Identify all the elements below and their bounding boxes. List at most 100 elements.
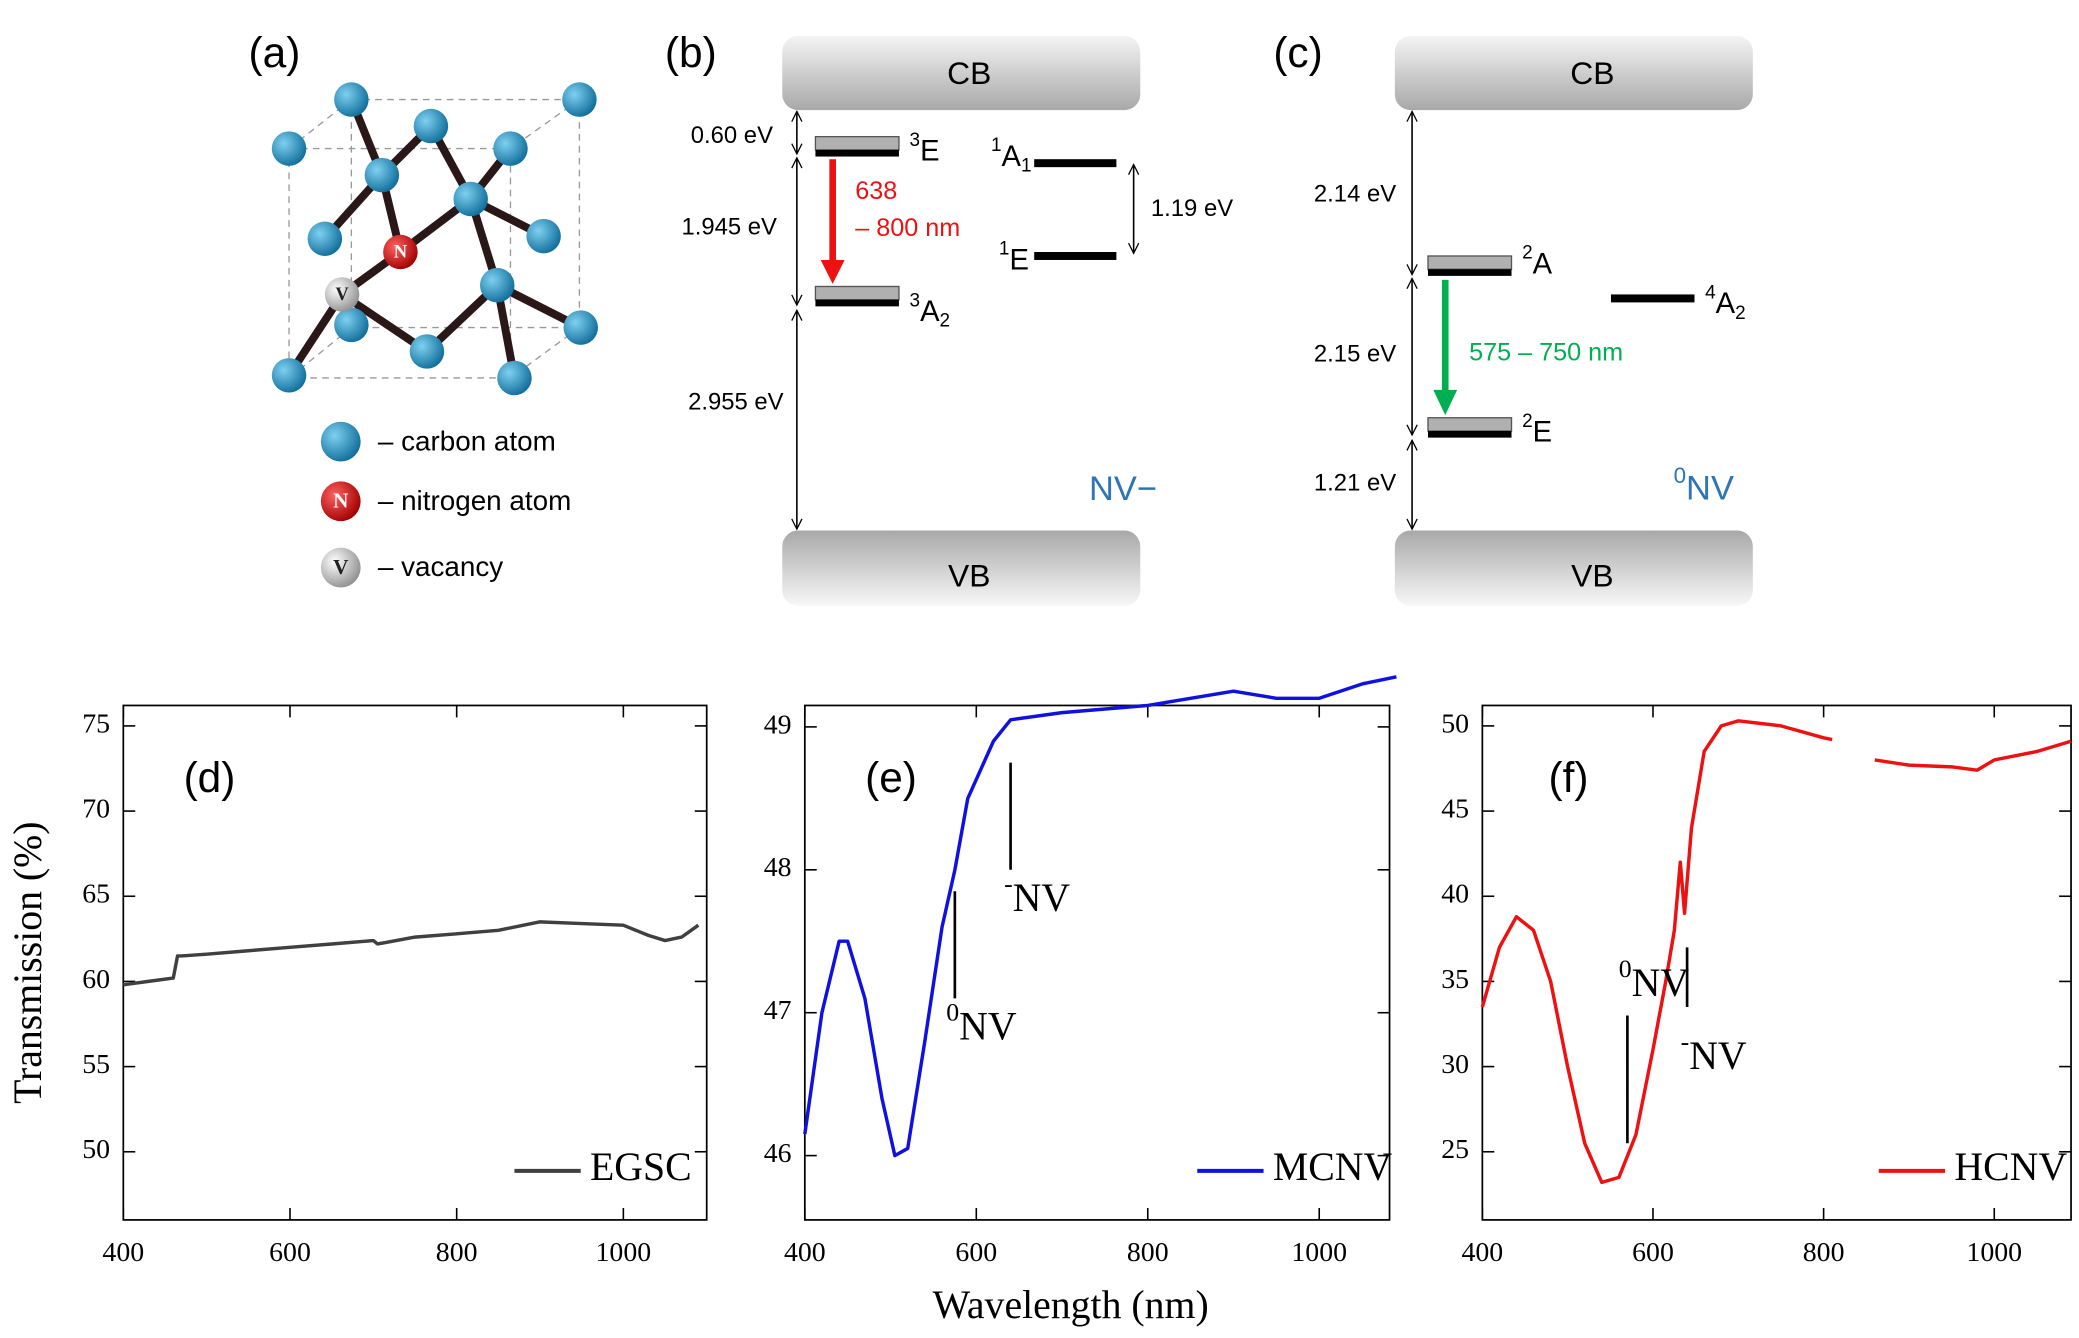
gap-label: 2.14 eV (1314, 180, 1396, 207)
conduction-band (1394, 35, 1753, 111)
level-label: 1E (999, 239, 1029, 276)
x-tick-label: 600 (955, 1237, 997, 1268)
plot-frame (1481, 704, 2072, 1221)
label-part: E (1009, 244, 1028, 276)
valence-band (782, 530, 1141, 607)
x-tick-label: 600 (1632, 1237, 1674, 1268)
plot-frame (122, 704, 708, 1221)
x-tick-label: 600 (269, 1237, 311, 1268)
label-part: 1 (999, 239, 1010, 260)
legend-text: – nitrogen atom (378, 485, 571, 516)
y-tick-label: 40 (1441, 879, 1469, 910)
levels (1427, 255, 1695, 438)
y-axis-title: Transmission (%) (6, 821, 50, 1103)
plot-frame (803, 704, 1391, 1221)
x-tick-label: 800 (436, 1237, 478, 1268)
x-tick-label: 1000 (596, 1237, 652, 1268)
label-part: NV (959, 1005, 1017, 1049)
x-axis-title: Wavelength (nm) (933, 1283, 1209, 1327)
x-tick-label: 800 (1127, 1237, 1169, 1268)
y-tick-label: 55 (82, 1049, 110, 1080)
label-part: 2 (1522, 411, 1533, 432)
carbon-atoms (271, 82, 598, 396)
conduction-band (782, 35, 1141, 111)
level-label: 1A1 (991, 135, 1032, 176)
transition-label: 575 – 750 nm (1469, 339, 1623, 367)
y-tick-label: 46 (764, 1138, 792, 1169)
diagrams: (a) N V N V – carbon atom – nitrogen ato… (249, 29, 1753, 607)
level-label: 3A2 (910, 290, 951, 331)
y-tick-label: 75 (82, 708, 110, 739)
panel-label: (b) (665, 29, 717, 76)
band-label: CB (1570, 55, 1614, 91)
legend-text: MCNV (1273, 1145, 1393, 1189)
level-label: 3E (910, 130, 940, 167)
gap-label: 1.19 eV (1151, 195, 1233, 222)
y-tick-label: 30 (1441, 1049, 1469, 1080)
x-tick-label: 800 (1803, 1237, 1845, 1268)
label-part: 4 (1705, 282, 1716, 303)
label-part: 2 (1522, 243, 1533, 264)
arrow-head (1433, 389, 1458, 416)
label-part: NV (1013, 876, 1071, 920)
label-part: 2 (940, 311, 951, 332)
y-tick-label: 35 (1441, 964, 1469, 995)
label-part: 0 (946, 997, 959, 1026)
label-part: NV (1632, 961, 1690, 1005)
annotation-label: 0NV (946, 997, 1017, 1048)
label-part: 0 (1674, 463, 1686, 488)
legend-text: EGSC (590, 1145, 692, 1189)
gap-label: 1.945 eV (681, 213, 777, 240)
legend-text: – carbon atom (378, 425, 556, 456)
level-label: 2E (1522, 411, 1552, 448)
legend-text: – vacancy (378, 551, 503, 582)
label-part: A (1716, 288, 1736, 320)
legend-text: HCNV (1954, 1145, 2067, 1189)
data-line (123, 920, 700, 987)
band-label: VB (948, 558, 990, 594)
vacancy (324, 277, 360, 312)
transition-label: 638 (855, 177, 897, 205)
band-label: VB (1571, 558, 1613, 594)
valence-band (1394, 530, 1753, 607)
label-part: - (1004, 869, 1013, 898)
level-label: 4A2 (1705, 282, 1746, 323)
annotation-label: 0NV (1619, 954, 1690, 1005)
level-label: 2A (1522, 243, 1553, 280)
legend-symbol (320, 421, 361, 462)
atom-letter: N (333, 488, 349, 512)
label-part: A (1533, 248, 1553, 280)
data-line (803, 675, 1397, 1158)
annotation-label: -NV (1004, 869, 1070, 920)
atom-letter: V (333, 555, 349, 579)
x-tick-label: 1000 (1291, 1237, 1347, 1268)
y-tick-label: 70 (82, 793, 110, 824)
label-part: 0 (1619, 954, 1632, 983)
y-tick-label: 65 (82, 879, 110, 910)
y-tick-label: 25 (1441, 1134, 1469, 1165)
y-tick-label: 60 (82, 964, 110, 995)
label-part: 3 (910, 290, 921, 311)
levels (814, 135, 1117, 307)
legend-symbol (320, 547, 361, 588)
charts: 400 600 800 1000505560657075(d)Transmission… (6, 675, 2072, 1327)
arrow-head (820, 259, 845, 284)
label-part: 3 (910, 130, 921, 151)
transition-label: – 800 nm (855, 214, 960, 242)
panel-label: (f) (1549, 754, 1589, 801)
label-part: 1 (991, 135, 1002, 156)
label-part: A (920, 296, 940, 328)
center-label: NV− (1089, 470, 1157, 508)
x-tick-label: 400 (1461, 1237, 1503, 1268)
gap-label: 2.955 eV (688, 388, 784, 415)
y-tick-label: 50 (1441, 708, 1469, 739)
label-part: NV (1686, 470, 1734, 508)
y-tick-label: 45 (1441, 793, 1469, 824)
legend-symbol (320, 481, 361, 522)
label-part: NV (1689, 1034, 1747, 1078)
label-part: 1 (1021, 156, 1032, 177)
atom-letter: N (394, 242, 408, 263)
y-tick-label: 48 (764, 852, 792, 883)
y-tick-label: 50 (82, 1134, 110, 1165)
